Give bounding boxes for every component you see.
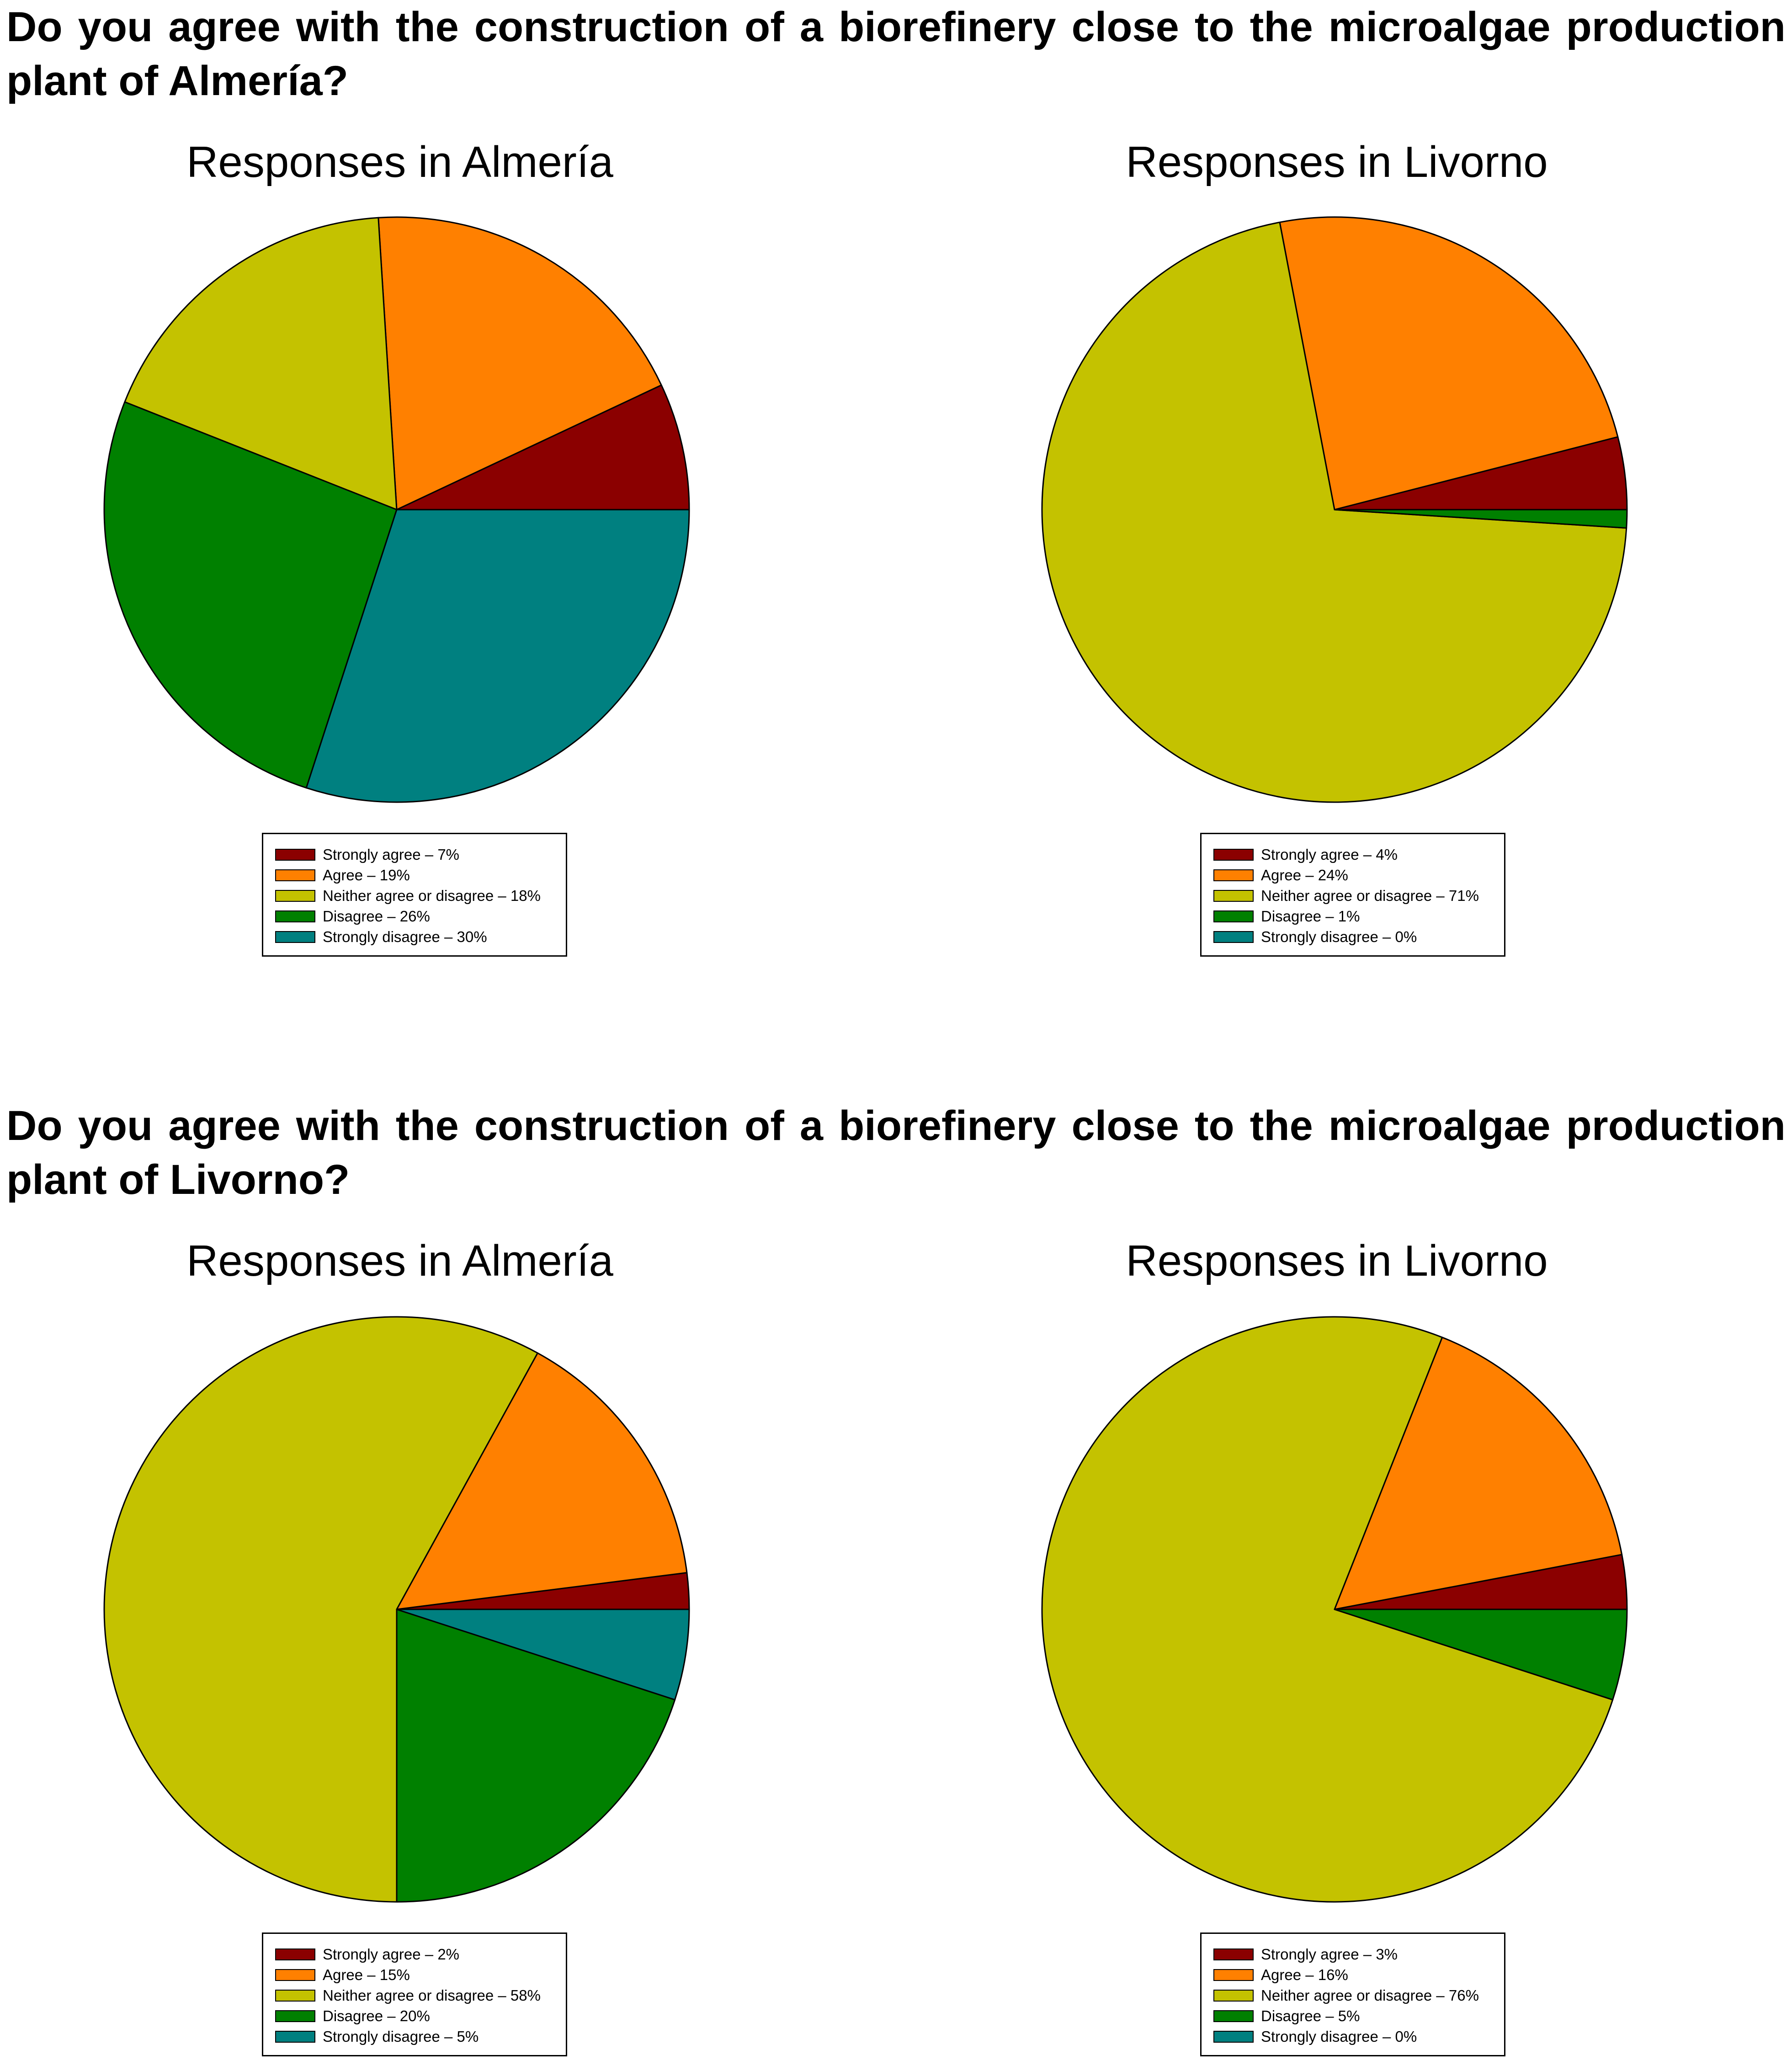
- legend-label: Strongly disagree – 0%: [1261, 928, 1417, 945]
- pie-chart-4-slice-disagree: [1334, 1608, 1628, 1701]
- legend-swatch: [275, 2030, 315, 2043]
- pie-chart-2: [1041, 216, 1628, 803]
- question-almeria-plant: Do you agree with the construction of a …: [6, 4, 1786, 104]
- legend-entry: Neither agree or disagree – 71%: [1213, 885, 1493, 906]
- pie-chart-2-title: Responses in Livorno: [1126, 138, 1548, 186]
- legend-label: Strongly agree – 2%: [323, 1945, 460, 1963]
- legend-swatch: [275, 910, 315, 922]
- legend-entry: Strongly agree – 7%: [275, 844, 555, 865]
- legend-label: Neither agree or disagree – 76%: [1261, 1986, 1479, 2004]
- pie-chart-2-slice-agree: [1279, 216, 1619, 511]
- pie-chart-4-legend: Strongly agree – 3% Agree – 16% Neither ag…: [1200, 1933, 1505, 2056]
- pie-chart-4-slice-agree: [1334, 1336, 1623, 1610]
- legend-entry: Disagree – 20%: [275, 2006, 555, 2026]
- legend-swatch: [275, 1948, 315, 1960]
- legend-entry: Strongly agree – 4%: [1213, 844, 1493, 865]
- legend-entry: Disagree – 26%: [275, 906, 555, 926]
- legend-swatch: [1213, 1948, 1254, 1960]
- legend-entry: Neither agree or disagree – 76%: [1213, 1985, 1493, 2006]
- pie-chart-3-slice-neither-agree-or-disagree: [103, 1316, 538, 1903]
- legend-label: Agree – 16%: [1261, 1966, 1348, 1983]
- pie-chart-1-slice-strongly-agree: [396, 384, 690, 511]
- legend-swatch: [275, 848, 315, 861]
- pie-chart-1-slice-neither-agree-or-disagree: [124, 217, 398, 511]
- legend-swatch: [275, 2010, 315, 2022]
- legend-swatch: [275, 931, 315, 943]
- pie-chart-1-slice-disagree: [103, 401, 398, 789]
- legend-entry: Agree – 16%: [1213, 1965, 1493, 1985]
- legend-entry: Agree – 24%: [1213, 865, 1493, 885]
- pie-chart-4-slice-neither-agree-or-disagree: [1041, 1316, 1614, 1903]
- pie-chart-3-slice-agree: [396, 1352, 688, 1610]
- pie-chart-1-title: Responses in Almería: [186, 138, 613, 186]
- legend-label: Disagree – 1%: [1261, 907, 1360, 925]
- legend-label: Strongly disagree – 0%: [1261, 2028, 1417, 2045]
- legend-swatch: [275, 1969, 315, 1981]
- pie-chart-3-slice-strongly-disagree: [396, 1608, 690, 1701]
- legend-label: Agree – 19%: [323, 866, 410, 884]
- legend-entry: Strongly agree – 3%: [1213, 1944, 1493, 1965]
- legend-entry: Strongly disagree – 0%: [1213, 2026, 1493, 2047]
- legend-entry: Strongly disagree – 30%: [275, 926, 555, 947]
- legend-swatch: [275, 869, 315, 881]
- legend-entry: Agree – 15%: [275, 1965, 555, 1985]
- pie-chart-4: [1041, 1316, 1628, 1903]
- legend-entry: Strongly agree – 2%: [275, 1944, 555, 1965]
- legend-entry: Disagree – 1%: [1213, 906, 1493, 926]
- legend-swatch: [1213, 2010, 1254, 2022]
- pie-chart-1-slice-strongly-disagree: [305, 509, 690, 803]
- legend-label: Disagree – 20%: [323, 2007, 430, 2024]
- pie-chart-2-legend: Strongly agree – 4% Agree – 24% Neither ag…: [1200, 833, 1505, 957]
- legend-label: Strongly agree – 3%: [1261, 1945, 1398, 1963]
- legend-label: Disagree – 5%: [1261, 2007, 1360, 2024]
- legend-swatch: [275, 1989, 315, 2002]
- legend-swatch: [1213, 869, 1254, 881]
- pie-chart-2-slice-neither-agree-or-disagree: [1041, 221, 1627, 803]
- legend-entry: Neither agree or disagree – 18%: [275, 885, 555, 906]
- legend-entry: Strongly disagree – 0%: [1213, 926, 1493, 947]
- legend-swatch: [1213, 1969, 1254, 1981]
- question-livorno-plant: Do you agree with the construction of a …: [6, 1102, 1786, 1203]
- legend-label: Strongly disagree – 30%: [323, 928, 487, 945]
- legend-label: Neither agree or disagree – 18%: [323, 887, 541, 904]
- legend-swatch: [275, 889, 315, 902]
- pie-chart-1: [103, 216, 690, 803]
- legend-label: Strongly disagree – 5%: [323, 2028, 479, 2045]
- pie-chart-3: [103, 1316, 690, 1903]
- legend-label: Disagree – 26%: [323, 907, 430, 925]
- pie-chart-3-legend: Strongly agree – 2% Agree – 15% Neither ag…: [262, 1933, 567, 2056]
- legend-entry: Neither agree or disagree – 58%: [275, 1985, 555, 2006]
- legend-swatch: [1213, 848, 1254, 861]
- pie-chart-4-title: Responses in Livorno: [1126, 1236, 1548, 1285]
- legend-swatch: [1213, 1989, 1254, 2002]
- legend-label: Strongly agree – 4%: [1261, 846, 1398, 863]
- legend-label: Neither agree or disagree – 58%: [323, 1986, 541, 2004]
- legend-swatch: [1213, 931, 1254, 943]
- legend-swatch: [1213, 889, 1254, 902]
- legend-label: Neither agree or disagree – 71%: [1261, 887, 1479, 904]
- legend-label: Agree – 15%: [323, 1966, 410, 1983]
- legend-entry: Strongly disagree – 5%: [275, 2026, 555, 2047]
- legend-label: Agree – 24%: [1261, 866, 1348, 884]
- pie-chart-1-slice-agree: [378, 216, 662, 511]
- legend-swatch: [1213, 2030, 1254, 2043]
- pie-chart-1-legend: Strongly agree – 7% Agree – 19% Neither ag…: [262, 833, 567, 957]
- pie-chart-3-slice-disagree: [396, 1608, 676, 1903]
- pie-chart-2-slice-disagree: [1334, 509, 1628, 529]
- legend-swatch: [1213, 910, 1254, 922]
- legend-entry: Disagree – 5%: [1213, 2006, 1493, 2026]
- pie-chart-3-title: Responses in Almería: [186, 1236, 613, 1285]
- legend-label: Strongly agree – 7%: [323, 846, 460, 863]
- legend-entry: Agree – 19%: [275, 865, 555, 885]
